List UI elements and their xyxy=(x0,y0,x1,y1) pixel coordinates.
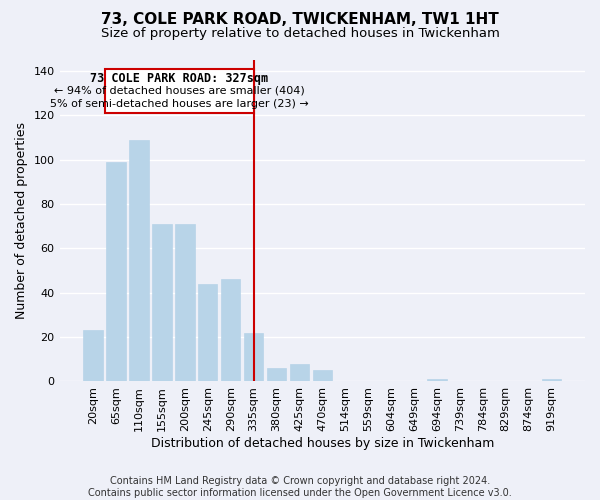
Bar xyxy=(129,140,149,382)
Bar xyxy=(427,379,446,382)
Text: Size of property relative to detached houses in Twickenham: Size of property relative to detached ho… xyxy=(101,28,499,40)
Bar xyxy=(83,330,103,382)
Bar xyxy=(542,379,561,382)
Bar xyxy=(244,332,263,382)
Bar xyxy=(106,162,126,382)
Text: Contains HM Land Registry data © Crown copyright and database right 2024.
Contai: Contains HM Land Registry data © Crown c… xyxy=(88,476,512,498)
Bar xyxy=(267,368,286,382)
Bar xyxy=(198,284,217,382)
Bar xyxy=(221,280,241,382)
FancyBboxPatch shape xyxy=(104,69,254,113)
Text: ← 94% of detached houses are smaller (404): ← 94% of detached houses are smaller (40… xyxy=(54,86,304,96)
X-axis label: Distribution of detached houses by size in Twickenham: Distribution of detached houses by size … xyxy=(151,437,494,450)
Text: 73 COLE PARK ROAD: 327sqm: 73 COLE PARK ROAD: 327sqm xyxy=(90,72,268,85)
Bar xyxy=(313,370,332,382)
Text: 5% of semi-detached houses are larger (23) →: 5% of semi-detached houses are larger (2… xyxy=(50,99,308,109)
Bar xyxy=(175,224,194,382)
Bar xyxy=(290,364,309,382)
Bar xyxy=(152,224,172,382)
Text: 73, COLE PARK ROAD, TWICKENHAM, TW1 1HT: 73, COLE PARK ROAD, TWICKENHAM, TW1 1HT xyxy=(101,12,499,28)
Y-axis label: Number of detached properties: Number of detached properties xyxy=(15,122,28,319)
